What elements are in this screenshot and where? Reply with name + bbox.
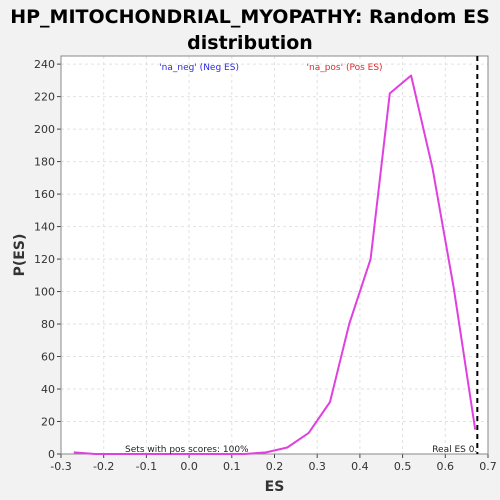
- chart-title-line-1: HP_MITOCHONDRIAL_MYOPATHY: Random ES: [10, 6, 490, 28]
- x-tick-label: 0.4: [351, 460, 369, 473]
- x-tick-label: -0.2: [93, 460, 114, 473]
- x-tick-label: -0.1: [136, 460, 157, 473]
- y-tick-label: 220: [34, 91, 55, 104]
- x-tick-label: 0.7: [479, 460, 497, 473]
- x-tick-label: 0.3: [308, 460, 326, 473]
- x-tick-label: 0.2: [266, 460, 284, 473]
- x-axis-label: ES: [265, 479, 285, 495]
- series-line: [73, 74, 477, 455]
- annotations: Real ES 0. Sets with pos scores: 100%: [125, 56, 479, 455]
- x-tick-label: 0.0: [180, 460, 198, 473]
- y-tick-label: 140: [34, 221, 55, 234]
- y-tick-label: 40: [41, 383, 55, 396]
- y-tick-label: 240: [34, 58, 55, 71]
- x-tick-label: 0.5: [394, 460, 412, 473]
- real-es-label: Real ES 0.: [432, 445, 477, 455]
- plot-frame: [60, 55, 489, 455]
- pos-scores-annotation: Sets with pos scores: 100%: [125, 445, 249, 455]
- y-tick-label: 0: [48, 448, 55, 461]
- x-tick-label: -0.3: [50, 460, 71, 473]
- axes: -0.3 -0.2 -0.1 0.0 0.1 0.2 0.3 0.4 0.5 0.6 0.7 0 20 4…: [34, 55, 497, 473]
- series-layer: [73, 74, 477, 455]
- legend: 'na_neg' (Neg ES) 'na_pos' (Pos ES): [159, 63, 382, 73]
- y-tick-label: 80: [41, 318, 55, 331]
- legend-item: 'na_neg' (Neg ES): [159, 63, 239, 73]
- y-tick-label: 180: [34, 156, 55, 169]
- legend-item: 'na_pos' (Pos ES): [307, 63, 383, 73]
- x-tick-label: 0.1: [223, 460, 241, 473]
- chart-title: HP_MITOCHONDRIAL_MYOPATHY: Random ES dis…: [0, 4, 500, 56]
- y-tick-label: 60: [41, 351, 55, 364]
- y-axis-label: P(ES): [12, 234, 28, 277]
- y-tick-label: 20: [41, 416, 55, 429]
- x-tick-label: 0.6: [437, 460, 455, 473]
- y-tick-label: 200: [34, 123, 55, 136]
- chart-title-line-2: distribution: [187, 32, 313, 54]
- y-tick-label: 100: [34, 286, 55, 299]
- y-tick-label: 120: [34, 253, 55, 266]
- y-tick-label: 160: [34, 188, 55, 201]
